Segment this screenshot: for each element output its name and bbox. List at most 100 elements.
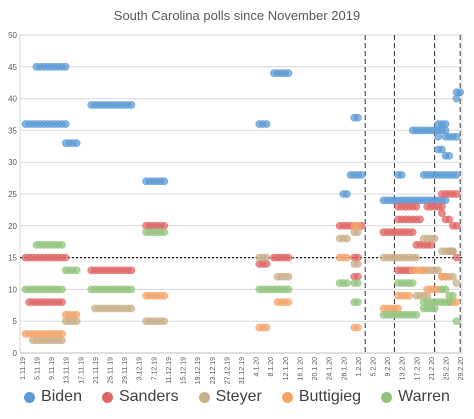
data-point-warren <box>449 291 457 300</box>
data-point-steyer <box>354 260 362 268</box>
legend-marker-sanders <box>101 391 113 403</box>
y-tick-label: 45 <box>8 63 17 72</box>
data-point-biden <box>434 132 443 141</box>
x-tick-label: 25.11.19 <box>107 357 114 384</box>
y-tick-label: 35 <box>8 126 17 135</box>
x-tick-label: 31.12.19 <box>239 357 246 384</box>
x-tick-label: 20.1.20 <box>312 357 319 380</box>
y-tick-label: 15 <box>8 254 17 263</box>
data-point-buttigieg <box>160 291 169 300</box>
data-point-steyer <box>430 234 439 243</box>
data-point-biden <box>438 145 446 154</box>
data-point-sanders <box>438 209 446 217</box>
legend-item-sanders: Sanders <box>101 388 179 406</box>
legend-item-biden: Biden <box>24 388 82 406</box>
y-tick-label: 20 <box>8 222 17 231</box>
data-point-warren <box>412 310 421 319</box>
data-point-warren <box>72 266 81 275</box>
x-tick-label: 19.12.19 <box>195 357 202 384</box>
data-point-biden <box>452 132 461 141</box>
data-point-biden <box>61 62 70 71</box>
x-tick-label: 17.11.19 <box>78 357 85 384</box>
data-point-warren <box>354 279 362 287</box>
legend: Biden Sanders Steyer Buttigieg Warren <box>0 388 474 406</box>
data-point-buttigieg <box>284 298 293 306</box>
x-tick-label: 4.1.20 <box>254 357 261 377</box>
data-point-biden <box>127 101 136 109</box>
data-point-sanders <box>445 215 454 224</box>
x-tick-label: 27.12.19 <box>224 357 231 384</box>
data-point-steyer <box>449 247 457 256</box>
data-point-sanders <box>61 253 70 262</box>
x-tick-label: 21.11.19 <box>93 357 100 384</box>
data-point-biden <box>284 69 293 78</box>
data-point-warren <box>58 241 66 249</box>
x-tick-label: 7.12.19 <box>151 357 158 380</box>
data-point-biden <box>160 177 169 186</box>
data-point-sanders <box>284 253 293 262</box>
data-point-warren <box>160 228 169 237</box>
x-tick-label: 23.12.19 <box>210 357 217 384</box>
data-point-sanders <box>412 202 421 211</box>
data-point-buttigieg <box>405 291 413 300</box>
x-tick-label: 15.12.19 <box>181 357 188 384</box>
data-point-buttigieg <box>354 323 362 332</box>
y-tick-label: 5 <box>13 317 18 326</box>
y-tick-label: 0 <box>13 349 18 358</box>
data-point-warren <box>430 304 439 313</box>
data-point-warren <box>441 285 450 294</box>
data-point-warren <box>284 285 293 294</box>
x-tick-label: 1.11.19 <box>20 357 27 380</box>
data-point-biden <box>61 120 70 128</box>
x-tick-label: 12.1.20 <box>283 357 290 380</box>
x-tick-label: 1.2.20 <box>356 357 363 377</box>
data-point-steyer <box>434 266 443 275</box>
data-point-biden <box>441 120 450 128</box>
y-tick-label: 25 <box>8 190 17 199</box>
legend-label-sanders: Sanders <box>118 388 179 405</box>
x-tick-label: 29.11.19 <box>122 357 129 384</box>
x-tick-label: 5.11.19 <box>34 357 41 380</box>
x-tick-label: 28.1.20 <box>341 357 348 380</box>
x-tick-label: 9.11.19 <box>49 357 56 380</box>
data-point-steyer <box>452 279 461 287</box>
data-point-biden <box>456 88 465 97</box>
legend-label-steyer: Steyer <box>215 388 262 405</box>
data-point-sanders <box>452 190 461 198</box>
data-point-sanders <box>452 253 461 262</box>
data-point-biden <box>262 120 271 128</box>
data-point-biden <box>343 190 351 198</box>
data-point-warren <box>58 285 66 294</box>
x-tick-label: 21.2.20 <box>429 357 436 380</box>
legend-item-steyer: Steyer <box>198 388 262 406</box>
data-point-warren <box>452 317 461 326</box>
x-tick-label: 8.1.20 <box>268 357 275 377</box>
data-point-biden <box>357 171 366 179</box>
data-point-steyer <box>343 234 351 243</box>
data-point-buttigieg <box>58 330 66 338</box>
legend-label-biden: Biden <box>41 388 82 405</box>
data-point-steyer <box>284 272 293 281</box>
chart-title: South Carolina polls since November 2019 <box>113 8 361 23</box>
legend-marker-biden <box>24 391 36 403</box>
data-point-sanders <box>452 221 461 230</box>
data-point-biden <box>445 151 454 160</box>
data-point-biden <box>452 171 461 179</box>
legend-marker-buttigieg <box>281 391 293 403</box>
x-tick-label: 16.1.20 <box>297 357 304 380</box>
data-point-steyer <box>262 253 271 262</box>
data-point-warren <box>343 279 351 287</box>
legend-item-warren: Warren <box>381 388 450 406</box>
y-tick-label: 50 <box>8 31 17 40</box>
legend-label-buttigieg: Buttigieg <box>298 388 362 405</box>
data-point-steyer <box>449 272 457 281</box>
data-point-buttigieg <box>262 323 271 332</box>
data-point-biden <box>72 139 81 147</box>
data-point-buttigieg <box>452 298 461 306</box>
data-point-sanders <box>127 266 136 275</box>
legend-marker-steyer <box>198 391 210 403</box>
data-point-sanders <box>416 215 424 224</box>
x-tick-label: 17.2.20 <box>414 357 421 380</box>
y-tick-label: 30 <box>8 158 17 167</box>
